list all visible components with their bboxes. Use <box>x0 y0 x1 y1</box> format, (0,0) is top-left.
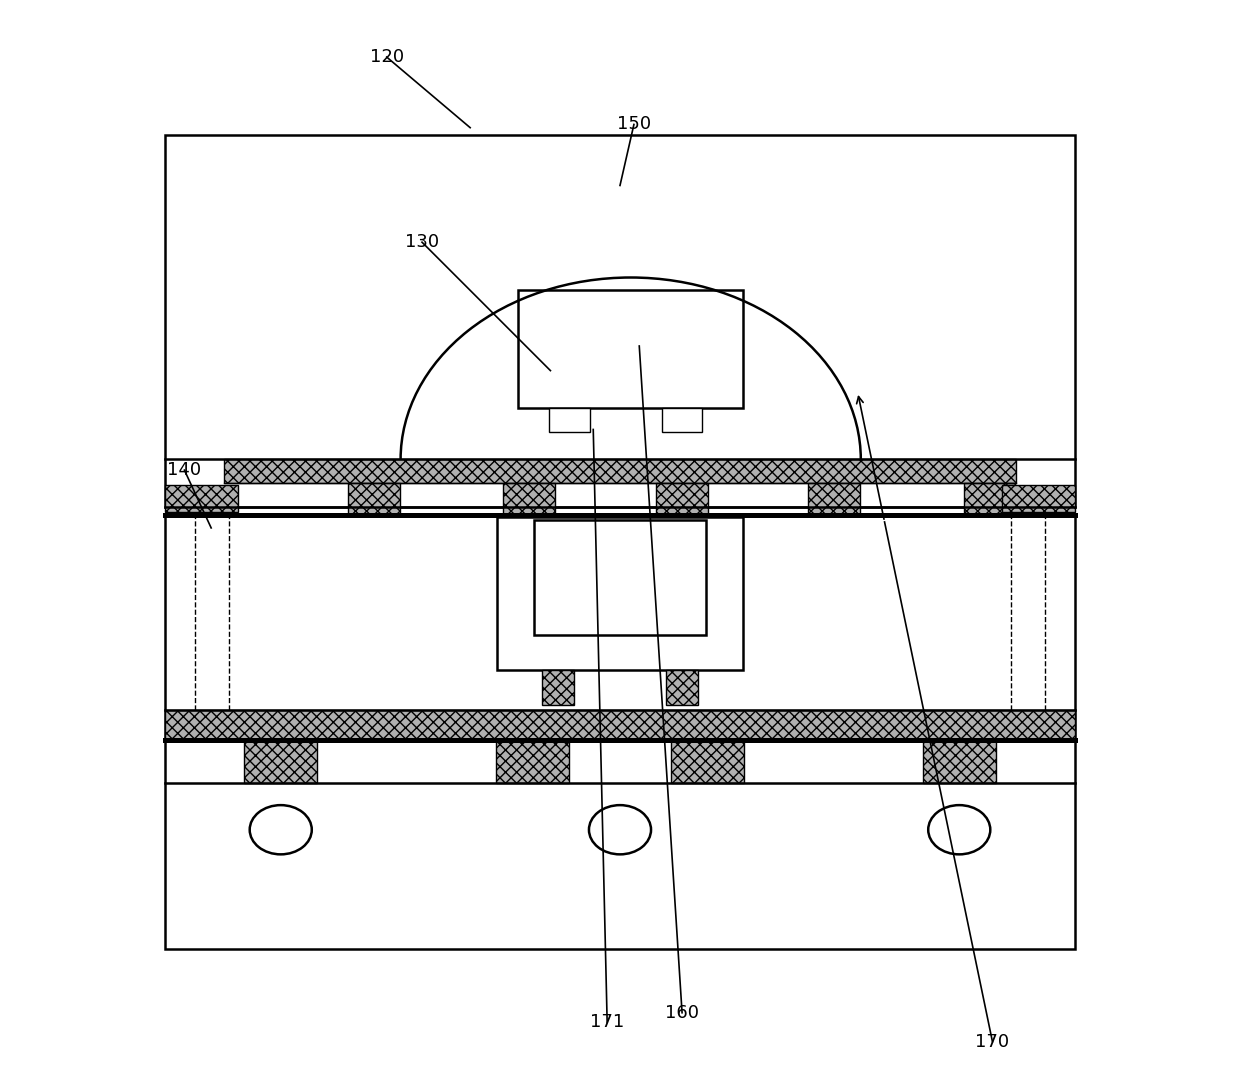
Bar <box>165 710 1075 740</box>
Bar <box>165 485 238 512</box>
Ellipse shape <box>589 805 651 854</box>
Bar <box>666 671 698 705</box>
Bar <box>963 483 1014 515</box>
Bar <box>497 517 743 671</box>
Bar <box>671 740 744 782</box>
Text: 150: 150 <box>616 116 651 133</box>
Text: 130: 130 <box>405 233 439 251</box>
Bar <box>656 483 708 515</box>
Bar <box>224 459 1016 483</box>
Ellipse shape <box>249 805 311 854</box>
Bar <box>244 740 317 782</box>
Bar <box>549 408 590 431</box>
Bar <box>662 408 702 431</box>
Bar <box>542 671 574 705</box>
Bar <box>518 291 743 408</box>
Bar <box>165 515 1075 949</box>
Bar <box>503 483 554 515</box>
Bar <box>923 740 996 782</box>
Text: 160: 160 <box>665 1003 699 1021</box>
Ellipse shape <box>929 805 991 854</box>
Text: 170: 170 <box>976 1032 1009 1050</box>
Bar <box>165 135 1075 506</box>
Bar <box>808 483 859 515</box>
Bar <box>1002 485 1075 512</box>
Bar <box>496 740 569 782</box>
Text: 120: 120 <box>370 48 404 67</box>
Bar <box>534 520 706 635</box>
Text: 140: 140 <box>167 461 201 480</box>
Text: 171: 171 <box>590 1013 624 1031</box>
Bar <box>348 483 399 515</box>
